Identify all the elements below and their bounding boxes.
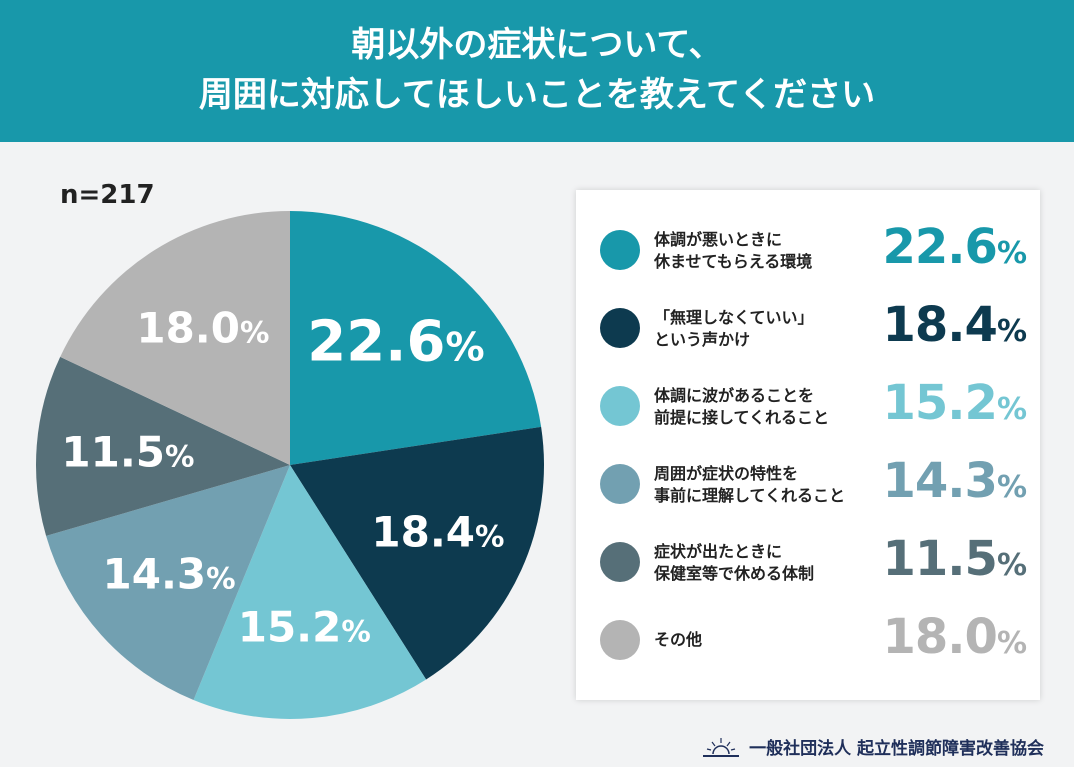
pie-slice (36, 356, 290, 536)
slice-value: 14.3 (102, 549, 207, 599)
percent-sign: % (206, 561, 236, 596)
percent-sign: % (239, 315, 270, 350)
legend-swatch (600, 308, 640, 348)
pie-slice (290, 426, 544, 680)
legend-swatch (600, 386, 640, 426)
percent-sign: % (475, 519, 505, 554)
legend-value: 14.3% (882, 453, 1028, 509)
slice-label: 18.0% (136, 303, 269, 352)
legend-value: 11.5% (882, 531, 1028, 587)
legend-label: その他 (654, 630, 703, 649)
legend-item: 体調が悪いときに 休ませてもらえる環境 22.6% (576, 215, 1040, 285)
slice-label: 22.6% (307, 309, 484, 374)
pie-slice (193, 465, 427, 719)
slice-value: 18.0 (136, 303, 240, 353)
pie-slice (60, 211, 291, 465)
pie-slice (290, 211, 542, 465)
slice-label: 11.5% (61, 428, 194, 477)
sunrise-icon (703, 737, 740, 757)
legend-item: 周囲が症状の特性を 事前に理解してくれること 14.3% (576, 449, 1040, 519)
legend-label: 体調が悪いときに 休ませてもらえる環境 (654, 230, 813, 271)
slice-value: 22.6 (307, 309, 446, 375)
title-line-1: 朝以外の症状について、 (351, 25, 723, 65)
slice-label: 14.3% (103, 549, 236, 598)
title-line-2: 周囲に対応してほしいことを教えてください (198, 75, 876, 115)
legend: 体調が悪いときに 休ませてもらえる環境 22.6% 「無理しなくていい」 という声か… (576, 190, 1040, 700)
legend-item: その他 18.0% (576, 605, 1040, 675)
slice-label: 15.2% (238, 602, 371, 651)
percent-sign: % (445, 325, 485, 371)
legend-item: 体調に波があることを 前提に接してくれること 15.2% (576, 371, 1040, 441)
pie-slice (46, 465, 290, 700)
slice-value: 15.2 (237, 602, 342, 652)
slice-label: 18.4% (371, 508, 504, 557)
legend-label: 体調に波があることを 前提に接してくれること (654, 386, 830, 427)
pie-chart (36, 211, 544, 719)
legend-label: 「無理しなくていい」 という声かけ (654, 308, 814, 349)
legend-item: 「無理しなくていい」 という声かけ 18.4% (576, 293, 1040, 363)
title-banner: 朝以外の症状について、 周囲に対応してほしいことを教えてください (0, 0, 1074, 142)
legend-label: 周囲が症状の特性を 事前に理解してくれること (654, 464, 846, 505)
legend-swatch (600, 230, 640, 270)
legend-label: 症状が出たときに 保健室等で休める体制 (654, 542, 815, 583)
legend-value: 18.0% (882, 609, 1028, 665)
legend-swatch (600, 464, 640, 504)
percent-sign: % (341, 614, 371, 649)
percent-sign: % (165, 439, 195, 474)
slice-value: 18.4 (371, 507, 476, 557)
organization-logo: 一般社団法人 起立性調節障害改善協会 (701, 734, 1044, 759)
legend-swatch (600, 542, 640, 582)
slice-value: 11.5 (61, 427, 166, 477)
legend-value: 18.4% (882, 297, 1028, 353)
organization-name: 一般社団法人 起立性調節障害改善協会 (749, 739, 1044, 759)
legend-value: 15.2% (882, 375, 1028, 431)
sample-size: n=217 (60, 180, 155, 210)
legend-swatch (600, 620, 640, 660)
legend-value: 22.6% (882, 219, 1028, 275)
legend-item: 症状が出たときに 保健室等で休める体制 11.5% (576, 527, 1040, 597)
